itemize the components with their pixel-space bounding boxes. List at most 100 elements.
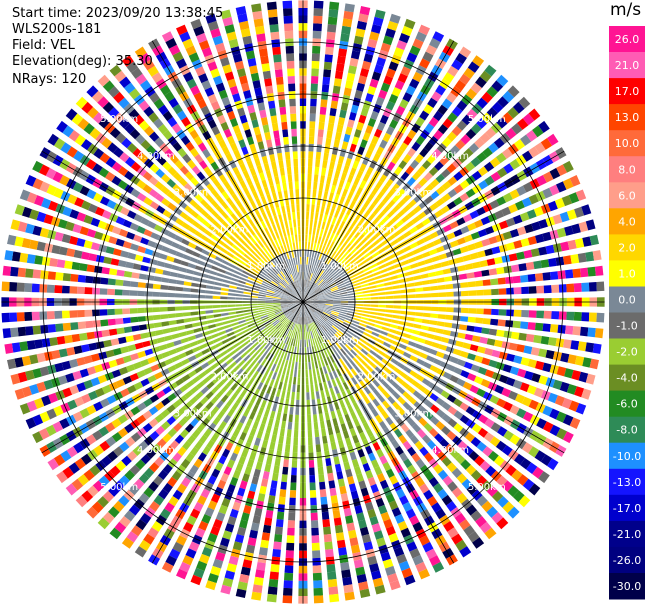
velocity-cell [187,262,196,269]
velocity-cell [363,377,371,386]
velocity-cell [198,73,209,84]
velocity-cell [124,184,134,194]
velocity-cell [465,161,476,172]
velocity-cell [521,396,532,407]
velocity-cell [284,30,294,39]
velocity-cell [265,425,272,434]
velocity-cell [350,104,359,114]
velocity-cell [286,337,290,345]
velocity-cell [227,304,236,308]
velocity-cell [62,387,73,398]
velocity-cell [303,302,304,310]
velocity-cell [77,474,89,486]
velocity-cell [239,322,247,328]
velocity-cell [59,175,70,186]
velocity-cell [495,233,505,243]
velocity-cell [325,298,333,300]
velocity-cell [356,82,365,92]
velocity-cell [172,104,183,115]
velocity-cell [339,399,346,409]
velocity-cell [207,238,216,246]
velocity-cell [190,305,198,310]
velocity-cell [578,221,589,233]
velocity-cell [215,277,224,282]
velocity-cell [194,193,204,203]
velocity-cell [240,325,249,331]
velocity-cell [307,331,310,340]
velocity-cell [161,321,170,327]
velocity-cell [237,13,248,23]
velocity-cell [183,194,193,203]
velocity-cell [442,329,451,336]
velocity-cell [379,479,389,490]
velocity-cell [246,193,254,202]
velocity-cell [276,389,281,398]
velocity-cell [476,289,484,296]
velocity-cell [422,235,432,243]
velocity-cell [134,546,147,558]
velocity-cell [195,412,204,422]
velocity-cell [262,471,270,480]
velocity-cell [266,309,274,313]
velocity-cell [331,325,339,331]
velocity-cell [292,354,296,362]
velocity-cell [310,304,318,307]
colorbar-tick-label: 17.0 [615,85,640,98]
velocity-cell [407,282,415,288]
velocity-cell [239,114,248,124]
velocity-cell [407,385,416,394]
velocity-cell [286,286,292,293]
velocity-cell [309,369,313,378]
velocity-cell [211,210,219,218]
velocity-cell [278,283,285,289]
velocity-cell [227,483,236,494]
velocity-cell [426,333,435,340]
velocity-cell [167,427,178,438]
velocity-cell [293,308,299,315]
velocity-cell [376,537,386,547]
velocity-cell [538,348,548,358]
velocity-cell [21,206,32,218]
velocity-cell [409,515,420,526]
velocity-cell [67,194,78,205]
velocity-cell [366,273,374,279]
velocity-cell [428,427,439,438]
velocity-cell [303,296,309,302]
velocity-cell [273,304,281,306]
velocity-cell [81,101,94,114]
velocity-cell [271,355,277,363]
velocity-cell [235,386,243,395]
velocity-cell [218,139,227,149]
velocity-cell [547,133,559,146]
velocity-cell [355,306,364,310]
velocity-cell [225,327,233,333]
colorbar-swatch [609,364,645,392]
velocity-cell [207,422,217,432]
velocity-cell [328,586,339,595]
velocity-cell [240,566,251,576]
velocity-cell [404,327,413,333]
velocity-cell [205,310,214,314]
velocity-cell [71,333,81,343]
velocity-cell [208,224,217,233]
velocity-cell [221,448,230,458]
velocity-cell [430,306,439,312]
velocity-cell [167,231,177,239]
velocity-cell [375,243,384,250]
velocity-cell [498,309,507,316]
velocity-cell [330,410,337,419]
velocity-cell [271,472,279,482]
velocity-cell [378,296,386,300]
velocity-cell [332,85,341,94]
velocity-cell [343,507,352,517]
velocity-cell [289,242,293,251]
velocity-cell [375,96,385,107]
velocity-cell [287,301,296,302]
velocity-cell [255,94,264,104]
velocity-cell [301,309,303,317]
velocity-cell [540,454,553,466]
velocity-cell [518,495,531,508]
velocity-cell [156,438,167,449]
velocity-cell [111,418,122,429]
velocity-cell [14,236,24,247]
